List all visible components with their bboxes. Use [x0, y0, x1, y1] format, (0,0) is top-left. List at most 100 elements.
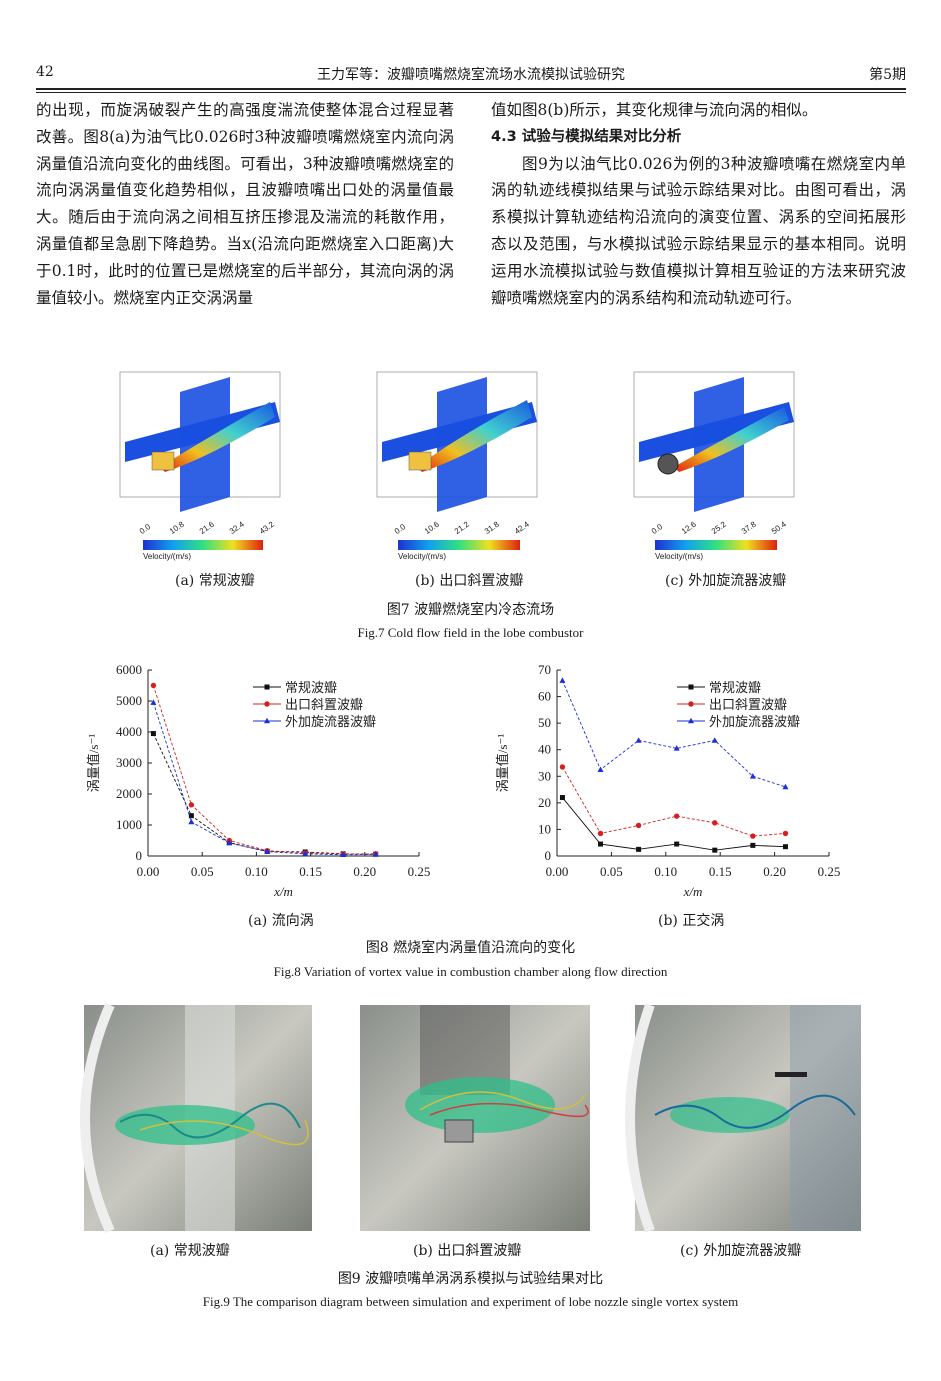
x-tick-label: 0.25	[818, 864, 841, 879]
fig8-caption-cn: 图8 燃烧室内涡量值沿流向的变化	[365, 940, 576, 956]
data-point	[559, 677, 566, 683]
data-point	[302, 850, 308, 856]
data-point	[264, 848, 271, 854]
legend-marker	[688, 701, 694, 707]
data-point	[302, 849, 308, 855]
running-header: 42 王力军等：波瓣喷嘴燃烧室流场水流模拟试验研究 第5期	[36, 62, 906, 84]
legend-label: 常规波瓣	[285, 680, 337, 695]
data-point	[750, 842, 756, 848]
data-point	[597, 766, 604, 772]
data-point	[188, 818, 195, 825]
x-tick-label: 0.00	[546, 864, 569, 879]
y-tick-label: 20	[538, 795, 551, 810]
data-point	[597, 830, 604, 837]
data-point	[372, 851, 379, 857]
data-point	[302, 850, 309, 857]
data-point	[749, 773, 756, 779]
photo-panel-a	[80, 1003, 312, 1234]
data-point	[635, 822, 642, 829]
legend-label: 出口斜置波瓣	[285, 697, 363, 712]
fig7-caption-cn: 图7 波瓣燃烧室内冷态流场	[386, 602, 555, 618]
colorbar-tick-label: 21.2	[452, 519, 471, 536]
left-paragraph: 的出现，而旋涡破裂产生的高强度湍流使整体混合过程显著改善。图8(a)为油气比0.…	[36, 101, 454, 307]
page-number: 42	[36, 64, 54, 80]
data-point	[712, 820, 718, 826]
y-tick-label: 30	[538, 768, 551, 783]
data-point	[750, 833, 756, 839]
series-line	[152, 685, 376, 855]
x-tick-label: 0.05	[600, 864, 623, 879]
y-tick-label: 10	[538, 821, 551, 836]
header-rule-thin	[36, 92, 906, 93]
legend-marker	[688, 684, 694, 690]
legend-label: 出口斜置波瓣	[709, 697, 787, 712]
colorbar-tick-label: 32.4	[227, 519, 246, 536]
colorbar-unit-a: Velocity/(m/s)	[143, 552, 192, 561]
photo-panel-c	[625, 1003, 861, 1233]
y-axis-label: 涡量值/s⁻¹	[86, 734, 101, 793]
y-tick-label: 40	[538, 742, 551, 757]
data-point	[782, 844, 788, 850]
y-axis-label: 涡量值/s⁻¹	[495, 734, 510, 793]
fig9-label-b: (b) 出口斜置波瓣	[413, 1243, 522, 1259]
x-tick-label: 0.00	[137, 864, 160, 879]
fig7-label-a: (a) 常规波瓣	[175, 573, 255, 589]
legend-label: 外加旋流器波瓣	[285, 714, 376, 729]
fig8-label-a: (a) 流向涡	[248, 913, 314, 929]
data-point	[782, 783, 789, 790]
x-axis-label: x/m	[273, 884, 293, 899]
y-tick-label: 4000	[116, 724, 142, 739]
series-line	[562, 797, 786, 851]
running-title: 王力军等：波瓣喷嘴燃烧室流场水流模拟试验研究	[317, 67, 625, 83]
x-tick-label: 0.20	[353, 864, 376, 879]
data-point	[598, 841, 604, 847]
colorbar-unit-c: Velocity/(m/s)	[655, 552, 704, 561]
colorbar-tick-label: 0.0	[392, 522, 408, 536]
series-line	[152, 702, 376, 856]
fig7-label-b: (b) 出口斜置波瓣	[415, 573, 524, 589]
colorbar-tick-label: 31.8	[482, 519, 501, 536]
data-point	[264, 848, 270, 854]
data-point	[150, 682, 157, 689]
fig9-caption-en: Fig.9 The comparison diagram between sim…	[202, 1294, 739, 1309]
series-line	[562, 680, 786, 788]
legend-marker	[264, 684, 270, 690]
left-column: 的出现，而旋涡破裂产生的高强度湍流使整体混合过程显著改善。图8(a)为油气比0.…	[36, 97, 454, 311]
data-point	[559, 795, 565, 801]
fig7-caption-en: Fig.7 Cold flow field in the lobe combus…	[357, 625, 584, 640]
photo-panel-b	[360, 1005, 590, 1231]
colorbar-tick-label: 0.0	[649, 522, 665, 536]
colorbar-tick-label: 50.4	[769, 519, 788, 536]
y-tick-label: 3000	[116, 755, 142, 770]
x-tick-label: 0.25	[408, 864, 431, 879]
x-tick-label: 0.10	[654, 864, 677, 879]
legend-marker	[264, 701, 270, 707]
data-point	[150, 699, 157, 705]
x-tick-label: 0.15	[709, 864, 732, 879]
colorbar-a	[143, 540, 263, 550]
data-point	[635, 737, 642, 743]
y-tick-label: 0	[545, 848, 552, 863]
issue-number: 第5期	[869, 67, 906, 83]
colorbar-tick-label: 0.0	[137, 522, 153, 536]
legend-marker	[688, 717, 694, 724]
y-tick-label: 50	[538, 715, 551, 730]
y-tick-label: 1000	[116, 817, 142, 832]
legend-label: 外加旋流器波瓣	[709, 714, 800, 729]
header-rule-thick	[36, 88, 906, 90]
data-point	[226, 839, 233, 846]
right-paragraph-2: 图9为以油气比0.026为例的3种波瓣喷嘴在燃烧室内单涡的轨迹线模拟结果与试验示…	[491, 154, 906, 307]
colorbar-c	[655, 540, 777, 550]
data-point	[264, 848, 270, 854]
data-point	[712, 847, 718, 853]
data-point	[340, 851, 347, 858]
y-tick-label: 5000	[116, 693, 142, 708]
data-point	[188, 802, 195, 808]
colorbar-tick-label: 12.6	[679, 519, 698, 536]
x-tick-label: 0.05	[191, 864, 214, 879]
cfd-panel-a	[119, 371, 281, 512]
colorbar-unit-b: Velocity/(m/s)	[398, 552, 447, 561]
fig9-label-c: (c) 外加旋流器波瓣	[680, 1243, 802, 1259]
data-point	[188, 813, 194, 819]
x-tick-label: 0.15	[299, 864, 322, 879]
